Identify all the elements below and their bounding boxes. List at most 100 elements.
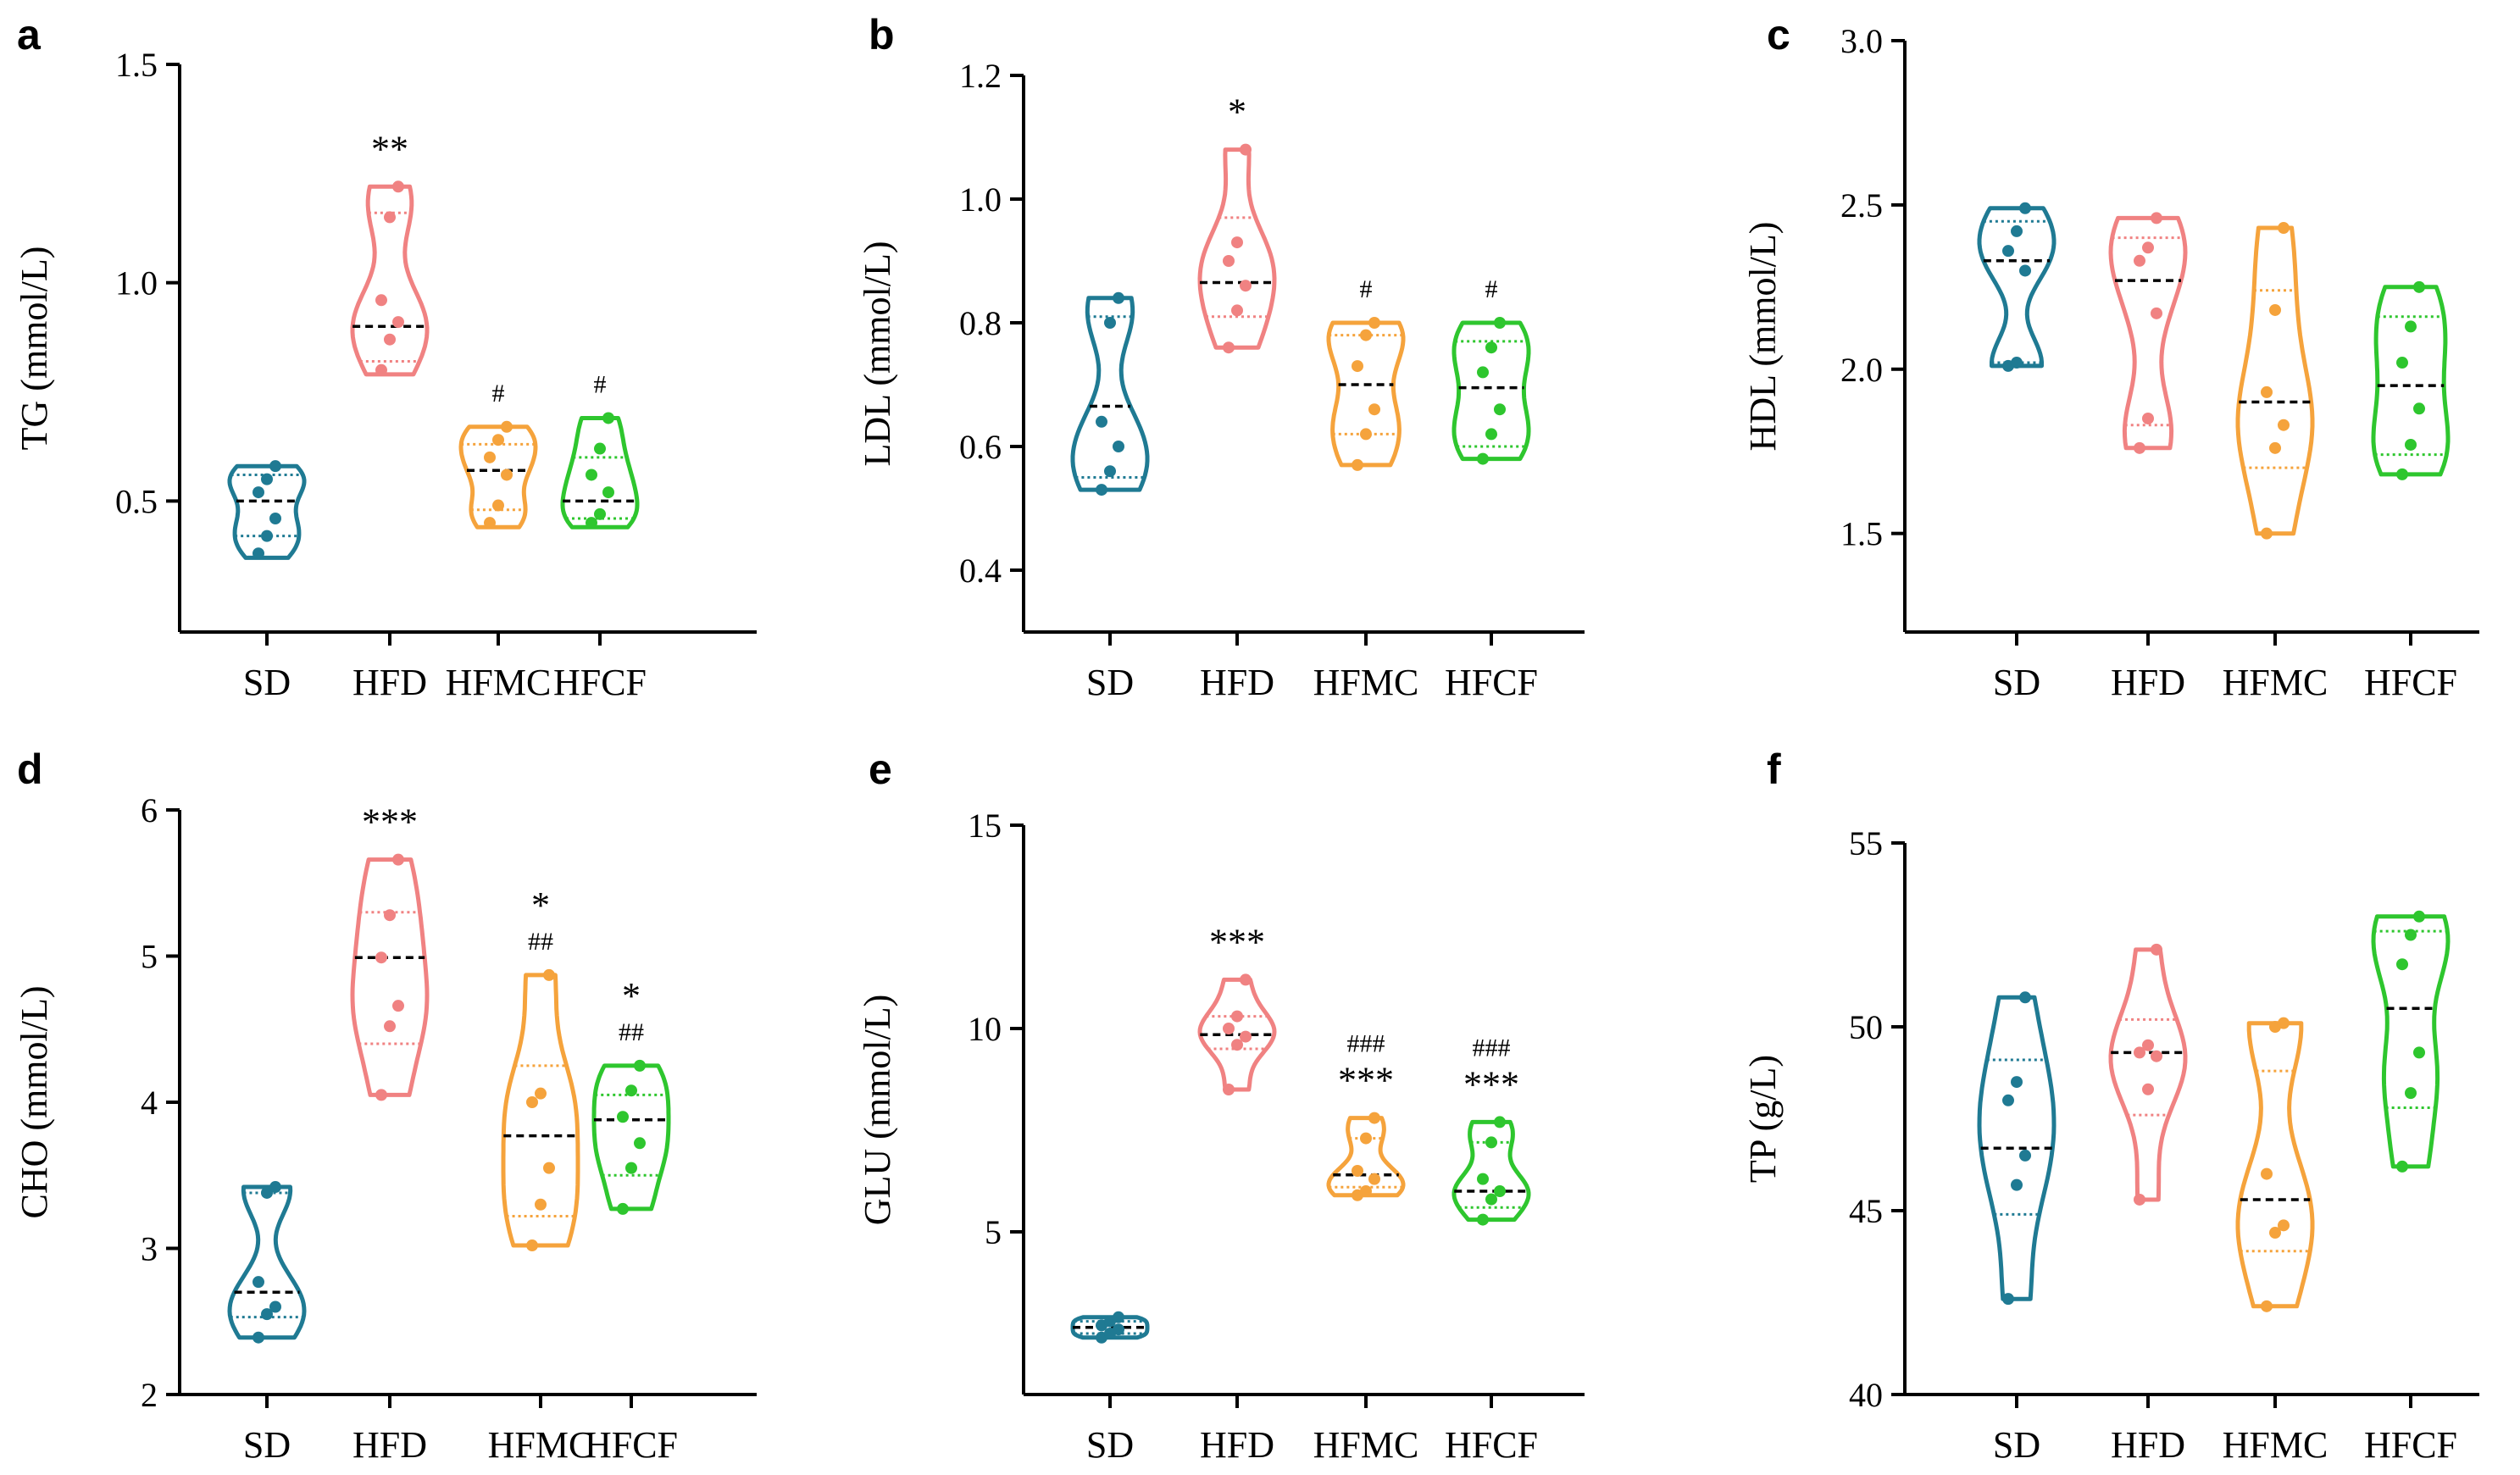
y-tick-label: 6 bbox=[141, 791, 158, 829]
data-point bbox=[1494, 1116, 1506, 1128]
significance-mark: # bbox=[1360, 275, 1373, 303]
data-point bbox=[1477, 366, 1489, 379]
x-tick-label-hfcf: HFCF bbox=[1445, 662, 1538, 703]
data-point bbox=[2396, 958, 2408, 971]
violin-sd bbox=[227, 460, 307, 560]
data-point bbox=[634, 1059, 646, 1072]
data-point bbox=[1240, 143, 1252, 156]
data-point bbox=[2151, 1050, 2162, 1062]
data-point bbox=[269, 1181, 281, 1194]
violin-hfcf bbox=[591, 1059, 671, 1215]
violin-hfd bbox=[350, 853, 430, 1101]
data-point bbox=[253, 1276, 264, 1289]
data-point bbox=[2019, 1149, 2031, 1162]
y-axis-title: TG (mmol/L) bbox=[14, 247, 55, 451]
data-point bbox=[1494, 317, 1506, 329]
y-axis-title: HDL (mmol/L) bbox=[1742, 222, 1784, 452]
x-tick-label-sd: SD bbox=[1993, 1424, 2040, 1466]
data-point bbox=[269, 513, 281, 524]
panel-b: b 0.4 0.6 0.8 1.0 1.2 LDL (mmol/L) SD HFD HFMC HFC… bbox=[857, 11, 1585, 703]
x-tick-label-hfcf: HFCF bbox=[2364, 1424, 2457, 1466]
violin-outline-hfmc bbox=[2235, 225, 2315, 536]
data-point bbox=[2261, 1300, 2273, 1312]
data-point bbox=[1477, 1173, 1489, 1185]
violin-outline-sd bbox=[227, 1184, 307, 1340]
data-point bbox=[1231, 236, 1243, 249]
significance-mark: ### bbox=[1473, 1034, 1511, 1062]
data-point bbox=[2413, 280, 2425, 293]
data-point bbox=[1113, 441, 1124, 452]
y-tick-label: 1.5 bbox=[1840, 515, 1883, 553]
x-tick-label-hfd: HFD bbox=[1200, 662, 1274, 703]
violin-outline-hfmc bbox=[2235, 1021, 2315, 1309]
data-point bbox=[2278, 222, 2290, 235]
violin-hfd bbox=[2108, 212, 2188, 454]
data-point bbox=[602, 486, 614, 499]
data-point bbox=[2396, 468, 2408, 480]
panel-c: c 1.5 2.0 2.5 3.0 HDL (mmol/L) SD HFD HFMC HFCF bbox=[1742, 11, 2479, 703]
data-point bbox=[1223, 341, 1235, 354]
data-point bbox=[2269, 441, 2281, 454]
violin-outline-hfcf bbox=[2371, 914, 2451, 1169]
data-point bbox=[2151, 307, 2162, 319]
data-point bbox=[1113, 1323, 1124, 1336]
y-tick-label: 15 bbox=[968, 807, 1002, 845]
data-point bbox=[1368, 1112, 1380, 1124]
data-point bbox=[1104, 465, 1116, 478]
data-point bbox=[2396, 1160, 2408, 1173]
data-point bbox=[1352, 360, 1363, 373]
data-point bbox=[2396, 357, 2408, 369]
data-point bbox=[384, 909, 396, 922]
violin-outline-sd bbox=[1977, 206, 2057, 369]
data-point bbox=[2002, 245, 2014, 258]
violin-outline-hfmc bbox=[1326, 320, 1406, 468]
significance-mark: *** bbox=[1209, 921, 1265, 962]
violin-hfcf bbox=[2371, 910, 2451, 1173]
data-point bbox=[1223, 255, 1235, 267]
data-point bbox=[1360, 329, 1372, 341]
violin-outline-hfcf bbox=[1451, 1119, 1531, 1223]
violin-outline-hfd bbox=[1197, 977, 1277, 1092]
data-point bbox=[2142, 241, 2154, 254]
violin-hfmc bbox=[2235, 1017, 2315, 1312]
data-point bbox=[526, 1096, 538, 1108]
data-point bbox=[384, 1020, 396, 1033]
data-point bbox=[384, 333, 396, 346]
violin-outline-hfcf bbox=[2371, 285, 2451, 477]
y-tick-label: 40 bbox=[1849, 1376, 1883, 1414]
data-point bbox=[617, 1202, 629, 1215]
y-tick-label: 1.2 bbox=[959, 57, 1002, 95]
data-point bbox=[501, 469, 513, 481]
data-point bbox=[1477, 1213, 1489, 1226]
significance-mark: # bbox=[1485, 275, 1498, 303]
data-point bbox=[261, 530, 273, 542]
significance-mark: *** bbox=[1463, 1063, 1519, 1105]
x-tick-label-hfcf: HFCF bbox=[585, 1424, 678, 1466]
y-axis-title: LDL (mmol/L) bbox=[857, 241, 898, 467]
data-point bbox=[634, 1137, 646, 1150]
data-point bbox=[2413, 402, 2425, 415]
data-point bbox=[2019, 264, 2031, 277]
x-tick-label-sd: SD bbox=[1086, 662, 1134, 703]
violin-outline-sd bbox=[227, 463, 307, 560]
data-point bbox=[543, 968, 555, 981]
panel-label-c: c bbox=[1767, 11, 1790, 58]
data-point bbox=[1223, 1023, 1235, 1034]
violin-outline-hfd bbox=[2108, 215, 2188, 451]
x-tick-label-hfcf: HFCF bbox=[553, 662, 647, 703]
data-point bbox=[2011, 1178, 2023, 1191]
panel-label-f: f bbox=[1767, 746, 1781, 793]
violin-hfd bbox=[1197, 143, 1277, 354]
data-point bbox=[253, 1331, 264, 1344]
data-point bbox=[617, 1111, 629, 1123]
data-point bbox=[392, 316, 404, 329]
y-tick-label: 10 bbox=[968, 1010, 1002, 1048]
y-tick-label: 55 bbox=[1849, 824, 1883, 862]
y-tick-label: 3 bbox=[141, 1230, 158, 1268]
x-tick-label-hfd: HFD bbox=[352, 662, 427, 703]
data-point bbox=[1485, 1193, 1497, 1206]
x-tick-label-hfmc: HFMC bbox=[1313, 662, 1419, 703]
data-point bbox=[1368, 1173, 1380, 1185]
violin-hfmc bbox=[458, 420, 538, 530]
